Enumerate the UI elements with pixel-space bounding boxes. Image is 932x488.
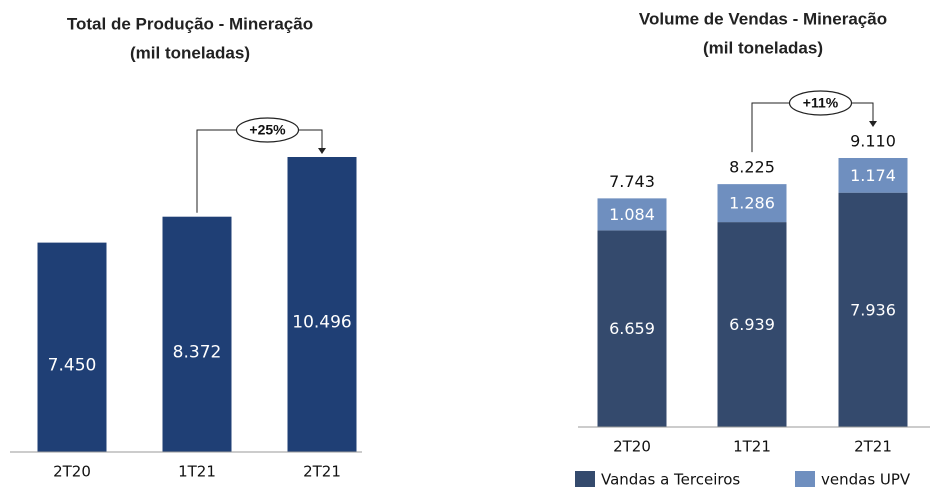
bar-segment <box>717 184 787 223</box>
legend-swatch <box>795 471 815 487</box>
x-tick-label: 2T20 <box>53 463 91 481</box>
total-label: 8.225 <box>729 158 775 177</box>
x-tick-label: 1T21 <box>733 438 771 456</box>
value-label: 1.286 <box>729 194 775 213</box>
bar-segment <box>597 230 667 427</box>
annotation-arrow <box>869 121 877 127</box>
bar <box>37 242 107 452</box>
legend-swatch <box>575 471 595 487</box>
bar-segment <box>597 198 667 231</box>
x-tick-label: 1T21 <box>178 463 216 481</box>
bar <box>162 216 232 452</box>
bar <box>287 157 357 452</box>
value-label: 10.496 <box>292 313 351 333</box>
value-label: 8.372 <box>173 342 222 362</box>
value-label: 1.174 <box>850 166 896 185</box>
value-label: 7.450 <box>48 355 97 375</box>
annotation-bubble <box>235 117 300 143</box>
value-label: 1.084 <box>609 205 655 224</box>
x-tick-label: 2T20 <box>613 438 651 456</box>
x-tick-label: 2T21 <box>854 438 892 456</box>
annotation: +25% <box>249 122 286 138</box>
annotation: +11% <box>803 95 839 111</box>
bar-segment <box>838 158 908 193</box>
value-label: 7.936 <box>850 300 896 319</box>
chart-title: Total de Produção - Mineração <box>67 14 313 33</box>
chart-subtitle: (mil toneladas) <box>703 38 823 57</box>
value-label: 6.939 <box>729 315 775 334</box>
legend-label: vendas UPV <box>821 471 911 488</box>
legend-label: Vandas a Terceiros <box>601 471 740 488</box>
chart-title: Volume de Vendas - Mineração <box>639 9 887 28</box>
chart-subtitle: (mil toneladas) <box>130 43 250 62</box>
bar-segment <box>717 222 787 427</box>
value-label: 6.659 <box>609 319 655 338</box>
annotation-bubble <box>788 90 853 116</box>
bar-segment <box>838 192 908 427</box>
annotation-arrow <box>318 148 326 154</box>
total-label: 9.110 <box>850 132 896 151</box>
x-tick-label: 2T21 <box>303 463 341 481</box>
total-label: 7.743 <box>609 172 655 191</box>
